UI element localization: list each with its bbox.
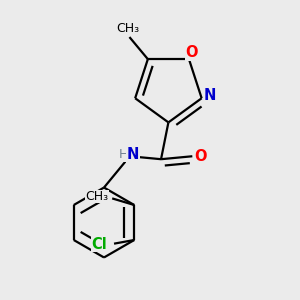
Text: N: N [127, 147, 139, 162]
Text: O: O [194, 149, 207, 164]
Text: H: H [118, 148, 128, 161]
Text: CH₃: CH₃ [85, 190, 109, 203]
Text: N: N [204, 88, 216, 103]
Text: CH₃: CH₃ [116, 22, 139, 35]
Text: Cl: Cl [92, 237, 107, 252]
Text: O: O [186, 45, 198, 60]
